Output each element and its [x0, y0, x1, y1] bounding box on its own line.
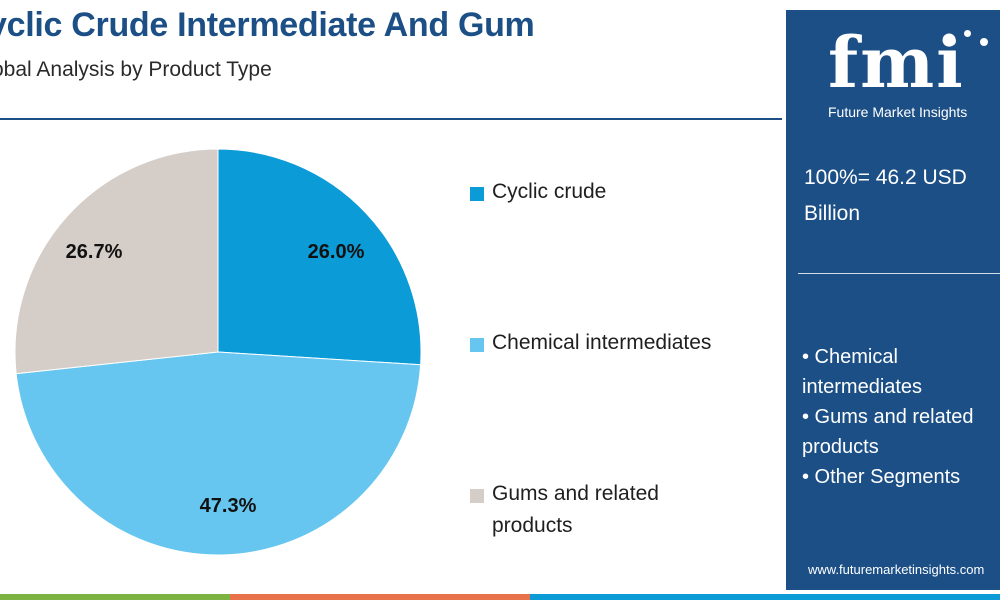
legend-label-cyclic-crude: Cyclic crude	[492, 180, 607, 203]
logo-letters: fmi	[828, 21, 965, 104]
legend-item-gums: Gums and related products	[470, 482, 780, 542]
pie-slice-chemical-intermediates	[15, 351, 422, 556]
logo-dot-icon	[980, 38, 988, 46]
slice-value-label: 26.0%	[308, 241, 365, 263]
legend-swatch-chemical-intermediates	[470, 338, 484, 352]
segment-item: • Gums and related products	[802, 406, 974, 458]
pie-slice-cyclic-crude	[217, 148, 422, 366]
legend-item-chemical-intermediates: Chemical intermediates	[470, 331, 780, 359]
legend-swatch-gums	[470, 489, 484, 503]
slice-value-label: 47.3%	[200, 495, 257, 517]
legend-label-gums: Gums and related products	[492, 482, 659, 537]
chart-title: yclic Crude Intermediate And Gum	[0, 6, 535, 44]
pie-slice-gums-and-related-products	[14, 148, 219, 375]
pie-chart: 26.0% 47.3% 26.7%	[14, 148, 422, 556]
logo-dot-icon	[946, 36, 956, 46]
logo-dot-icon	[964, 30, 971, 37]
website-link[interactable]: www.futuremarketinsights.com	[808, 562, 985, 577]
logo-tagline: Future Market Insights	[828, 104, 968, 120]
footer-bar-green	[0, 594, 230, 600]
title-divider	[0, 118, 782, 120]
legend-label-chemical-intermediates: Chemical intermediates	[492, 331, 712, 354]
footer-bar-blue	[530, 594, 1000, 600]
segment-list: • Chemical intermediates • Gums and rela…	[802, 342, 1000, 492]
panel-divider	[798, 273, 1000, 274]
fmi-logo: fmi Future Market Insights	[826, 18, 1000, 128]
legend-swatch-cyclic-crude	[470, 187, 484, 201]
slice-value-label: 26.7%	[66, 241, 123, 263]
market-total: 100%= 46.2 USD Billion	[804, 166, 967, 225]
segment-item: • Other Segments	[802, 466, 961, 488]
footer-bar-orange	[230, 594, 530, 600]
chart-subtitle: obal Analysis by Product Type	[0, 58, 272, 81]
legend-item-cyclic-crude: Cyclic crude	[470, 180, 780, 208]
segment-item: • Chemical intermediates	[802, 346, 923, 398]
side-panel: fmi Future Market Insights 100%= 46.2 US…	[786, 10, 1000, 590]
